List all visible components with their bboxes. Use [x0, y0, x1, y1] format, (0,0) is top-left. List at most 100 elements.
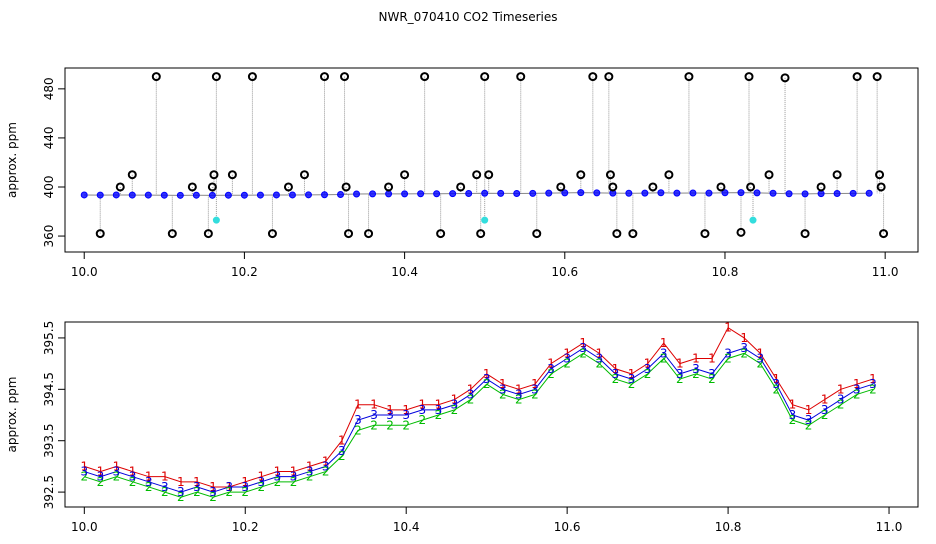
- point-glyph: 3: [628, 372, 636, 386]
- point-glyph: 2: [483, 377, 491, 391]
- x-tick-label: 11.0: [872, 265, 899, 279]
- point-glyph: 3: [756, 351, 764, 365]
- point: [556, 182, 566, 192]
- point: [764, 170, 774, 180]
- point-glyph: 1: [563, 346, 571, 360]
- point: [299, 170, 309, 180]
- point-glyph: 2: [660, 351, 668, 365]
- point-glyph: 2: [322, 465, 330, 479]
- point-glyph: 3: [80, 465, 88, 479]
- point-glyph: 2: [386, 418, 394, 432]
- point-glyph: 2: [129, 475, 137, 489]
- point: [96, 191, 104, 199]
- point-glyph: 1: [837, 382, 845, 396]
- point-glyph: 2: [306, 470, 314, 484]
- point: [852, 72, 862, 82]
- point-glyph: 2: [225, 485, 233, 499]
- point: [817, 190, 825, 198]
- point-glyph: 2: [274, 475, 282, 489]
- point-glyph: 1: [129, 465, 137, 479]
- point: [532, 229, 542, 239]
- point: [272, 191, 280, 199]
- point: [385, 190, 393, 198]
- point-glyph: 1: [612, 362, 620, 376]
- point-glyph: 3: [306, 465, 314, 479]
- y-tick-label: 394.5: [42, 372, 56, 406]
- point-glyph: 2: [418, 413, 426, 427]
- point-glyph: 1: [386, 403, 394, 417]
- point: [865, 189, 873, 197]
- point-glyph: 1: [789, 398, 797, 412]
- point: [576, 170, 586, 180]
- point: [800, 229, 810, 239]
- point: [705, 189, 713, 197]
- point: [749, 216, 757, 224]
- point: [128, 191, 136, 199]
- point: [746, 182, 756, 192]
- series-line: [84, 347, 874, 493]
- point-glyph: 1: [209, 480, 217, 494]
- point-glyph: 3: [241, 480, 249, 494]
- point-glyph: 2: [241, 485, 249, 499]
- point: [288, 191, 296, 199]
- point: [561, 189, 569, 197]
- point: [664, 170, 674, 180]
- point-glyph: 2: [531, 387, 539, 401]
- point-glyph: 3: [354, 413, 362, 427]
- point: [481, 189, 489, 197]
- point: [480, 72, 490, 82]
- y-tick-label: 440: [42, 126, 56, 149]
- point: [384, 182, 394, 192]
- x-tick-label: 10.0: [71, 265, 98, 279]
- point: [176, 191, 184, 199]
- x-tick-label: 10.4: [391, 265, 418, 279]
- point-glyph: 1: [740, 331, 748, 345]
- point: [481, 216, 489, 224]
- x-tick-label: 10.0: [71, 520, 98, 534]
- point: [344, 229, 354, 239]
- point-glyph: 3: [129, 470, 137, 484]
- point: [472, 170, 482, 180]
- point: [465, 189, 473, 197]
- point: [247, 72, 257, 82]
- point-glyph: 2: [258, 480, 266, 494]
- point: [401, 190, 409, 198]
- x-tick-label: 10.6: [554, 520, 581, 534]
- point-glyph: 3: [467, 387, 475, 401]
- point-glyph: 3: [402, 408, 410, 422]
- point-glyph: 2: [740, 346, 748, 360]
- point: [833, 189, 841, 197]
- point-glyph: 1: [644, 357, 652, 371]
- point-glyph: 1: [241, 475, 249, 489]
- point-glyph: 3: [370, 408, 378, 422]
- point-glyph: 2: [451, 403, 459, 417]
- point-glyph: 3: [660, 346, 668, 360]
- point-glyph: 3: [145, 475, 153, 489]
- point-glyph: 2: [596, 357, 604, 371]
- point-glyph: 2: [612, 372, 620, 386]
- point: [449, 190, 457, 198]
- point-glyph: 3: [869, 377, 877, 391]
- point-glyph: 1: [708, 351, 716, 365]
- point-glyph: 3: [531, 382, 539, 396]
- point: [816, 182, 826, 192]
- point-glyph: 2: [113, 470, 121, 484]
- point-glyph: 3: [483, 372, 491, 386]
- point: [529, 189, 537, 197]
- point: [648, 182, 658, 192]
- point: [211, 72, 221, 82]
- point: [604, 72, 614, 82]
- point: [780, 73, 790, 83]
- point-glyph: 3: [853, 382, 861, 396]
- point: [497, 189, 505, 197]
- point: [283, 182, 293, 192]
- point-glyph: 2: [869, 382, 877, 396]
- point: [417, 190, 425, 198]
- point: [187, 182, 197, 192]
- point-glyph: 3: [515, 387, 523, 401]
- point: [267, 229, 277, 239]
- point: [420, 72, 430, 82]
- point-glyph: 3: [740, 341, 748, 355]
- point-glyph: 1: [225, 480, 233, 494]
